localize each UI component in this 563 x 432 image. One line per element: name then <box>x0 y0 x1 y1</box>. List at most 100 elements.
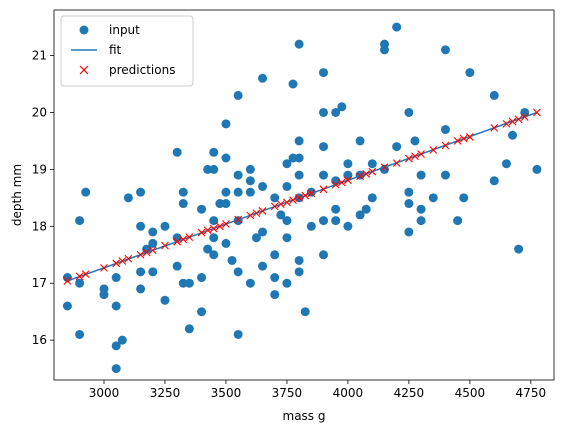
input-point <box>123 193 133 203</box>
input-point <box>282 159 292 169</box>
input-points-layer <box>62 22 542 374</box>
prediction-point <box>161 241 169 250</box>
input-point <box>75 329 85 339</box>
plot-frame <box>53 9 555 381</box>
input-point <box>245 278 255 288</box>
prediction-point <box>380 163 389 171</box>
input-point <box>233 90 243 100</box>
input-point <box>355 210 365 220</box>
input-point <box>331 204 341 214</box>
input-point <box>221 119 231 129</box>
input-point <box>355 136 365 146</box>
legend-input-label: input <box>109 23 140 37</box>
input-point <box>178 199 188 209</box>
input-point <box>331 176 341 186</box>
input-point <box>160 295 170 305</box>
prediction-point <box>429 146 438 154</box>
prediction-points-layer <box>63 108 541 285</box>
prediction-point <box>222 220 230 228</box>
input-point <box>282 181 292 191</box>
input-point <box>111 301 121 311</box>
input-point <box>282 216 292 226</box>
input-point <box>428 193 438 203</box>
prediction-point <box>533 108 541 117</box>
input-point <box>282 278 292 288</box>
input-point <box>416 170 426 180</box>
input-point <box>258 181 268 191</box>
input-point <box>148 227 158 237</box>
prediction-point <box>81 270 90 279</box>
prediction-point <box>283 198 291 207</box>
prediction-point <box>136 250 145 259</box>
x-tick-label: 4000 <box>333 386 364 400</box>
input-point <box>136 267 146 277</box>
prediction-point <box>301 191 310 200</box>
x-tick-label: 3750 <box>272 386 303 400</box>
input-point <box>367 193 377 203</box>
prediction-point <box>75 272 84 281</box>
prediction-point <box>142 248 151 257</box>
input-point <box>282 233 292 243</box>
input-point <box>99 290 109 300</box>
prediction-point <box>270 202 279 211</box>
input-point <box>319 170 329 180</box>
prediction-point <box>368 167 377 176</box>
input-point <box>111 341 121 351</box>
input-point <box>343 221 353 231</box>
x-tick-label: 4500 <box>455 386 486 400</box>
input-point <box>501 159 511 169</box>
prediction-point <box>148 246 157 255</box>
input-point <box>233 329 243 339</box>
input-point <box>258 73 268 83</box>
input-point <box>270 290 280 300</box>
input-point <box>355 170 365 180</box>
prediction-point <box>362 170 371 178</box>
input-point <box>111 273 121 283</box>
input-point <box>221 187 231 197</box>
input-point <box>197 204 207 214</box>
input-point <box>404 227 414 237</box>
prediction-point <box>215 222 224 231</box>
prediction-point <box>514 115 523 124</box>
prediction-point <box>179 235 188 244</box>
legend: input fit predictions <box>60 15 194 87</box>
input-point <box>294 39 304 49</box>
input-point <box>172 147 182 157</box>
input-point <box>209 250 219 260</box>
input-point <box>184 278 194 288</box>
prediction-point <box>252 209 261 218</box>
input-point <box>294 136 304 146</box>
input-point <box>440 170 450 180</box>
prediction-point <box>392 159 401 168</box>
prediction-point <box>404 154 413 163</box>
input-point <box>172 261 182 271</box>
y-axis-ticks: 16 17 18 19 20 21 <box>32 49 54 347</box>
input-point <box>245 176 255 186</box>
input-point <box>136 284 146 294</box>
input-point <box>288 79 298 89</box>
x-tick-label: 4750 <box>516 386 547 400</box>
input-point <box>379 45 389 55</box>
input-point <box>245 187 255 197</box>
input-point <box>142 244 152 254</box>
input-point <box>270 193 280 203</box>
input-point <box>331 107 341 117</box>
prediction-point <box>100 263 108 272</box>
y-tick-label: 21 <box>32 49 47 63</box>
prediction-point <box>356 172 364 181</box>
x-tick-label: 3500 <box>211 386 242 400</box>
input-point <box>197 273 207 283</box>
input-point <box>117 335 127 345</box>
input-point <box>361 204 371 214</box>
input-point <box>404 107 414 117</box>
input-point <box>392 22 402 32</box>
input-point <box>489 176 499 186</box>
prediction-point <box>331 180 340 189</box>
input-point <box>416 216 426 226</box>
input-point <box>337 102 347 112</box>
y-tick-label: 19 <box>32 162 47 176</box>
input-point <box>306 187 316 197</box>
x-axis-ticks: 3000 3250 3500 3750 4000 4250 4500 4750 <box>89 380 546 400</box>
input-point <box>178 187 188 197</box>
